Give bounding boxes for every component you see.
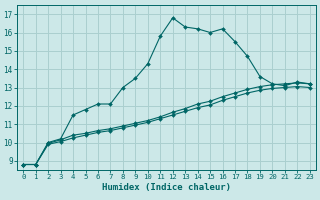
X-axis label: Humidex (Indice chaleur): Humidex (Indice chaleur) (102, 183, 231, 192)
